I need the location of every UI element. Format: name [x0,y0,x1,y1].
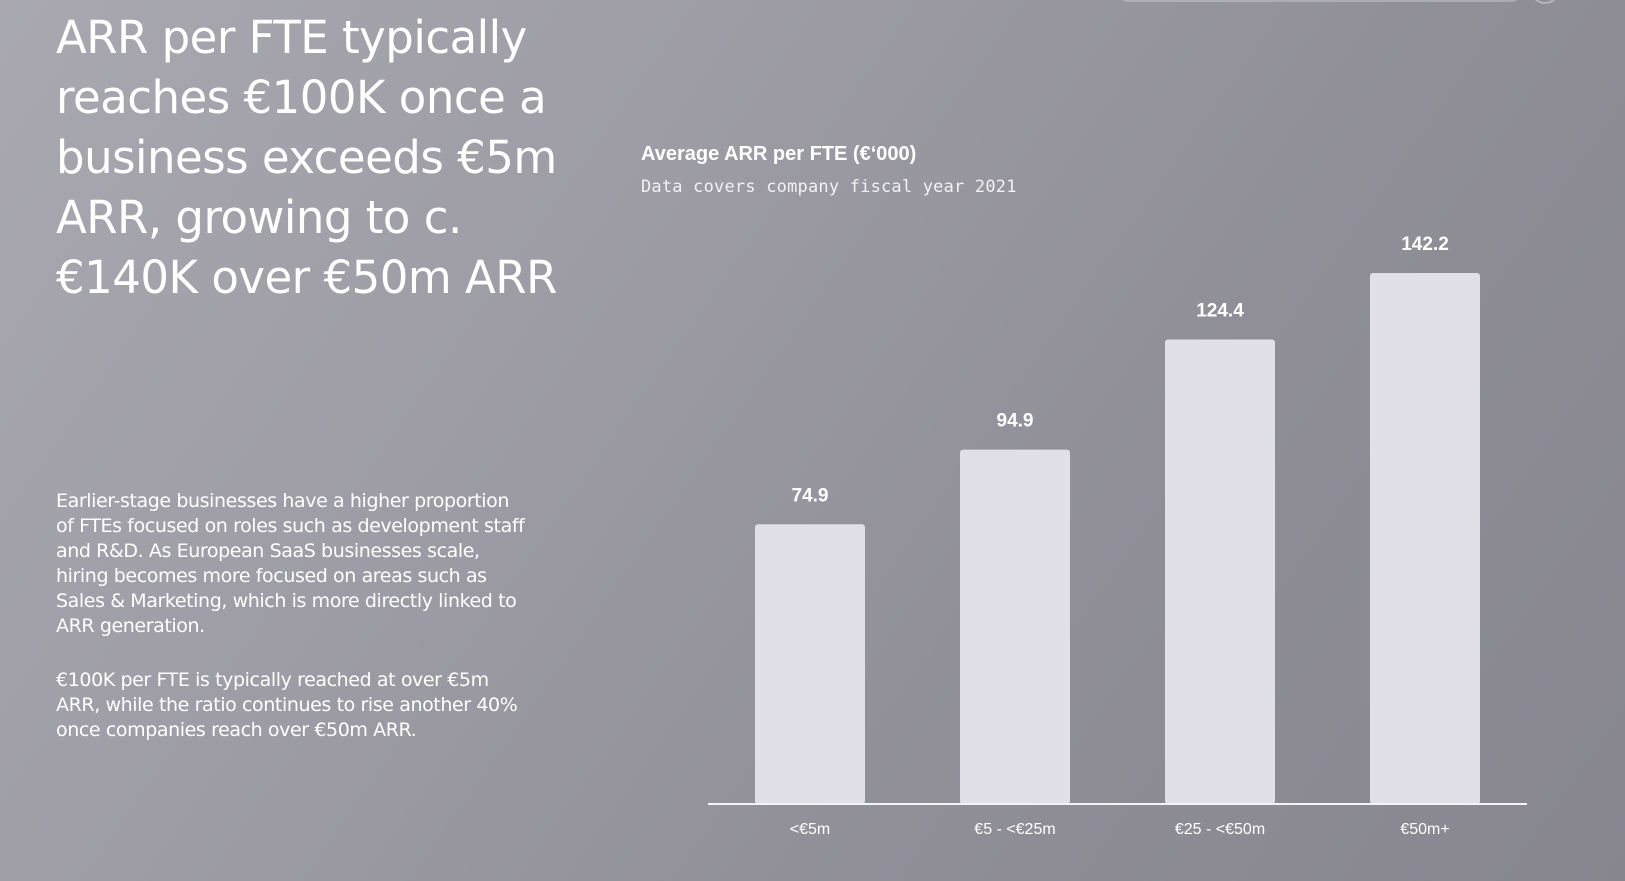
category-label-1: €5 - <€25m [974,821,1055,838]
category-label-0: <€5m [790,821,830,838]
headline: ARR per FTE typically reaches €100K once… [56,11,557,304]
category-label-2: €25 - <€50m [1175,821,1265,838]
bar-value-label-2: 124.4 [1196,300,1244,321]
body-paragraph-2: €100K per FTE is typically reached at ov… [56,669,518,741]
category-label-3: €50m+ [1400,821,1449,838]
chart-subtitle: Data covers company fiscal year 2021 [641,177,1017,197]
bar-value-label-0: 74.9 [792,485,829,506]
body-paragraph-1: Earlier-stage businesses have a higher p… [56,490,525,637]
bar-value-label-3: 142.2 [1401,234,1449,255]
bar-1 [960,449,1070,804]
bar-3 [1370,273,1480,804]
bar-2 [1165,339,1275,804]
bar-0 [755,524,865,804]
chart-title: Average ARR per FTE (€‘000) [641,143,917,165]
bar-value-label-1: 94.9 [997,411,1034,432]
